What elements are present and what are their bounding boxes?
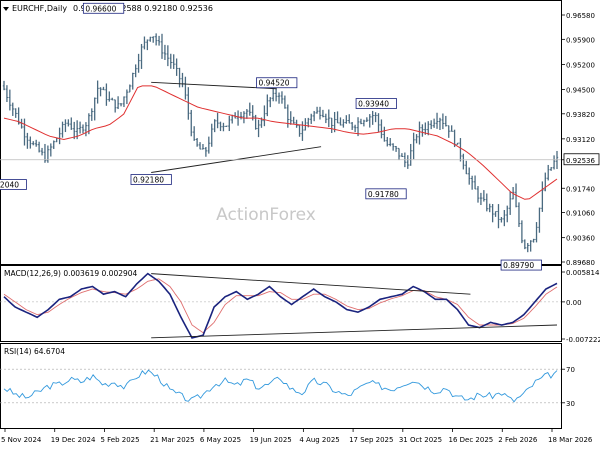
price-tick: 0.95200	[566, 61, 595, 69]
price-annotation-label: 0.89790	[503, 261, 534, 270]
macd-trendline	[151, 324, 558, 339]
macd-trendline	[151, 273, 471, 295]
price-annotation-box	[365, 188, 407, 200]
rsi-panel-frame	[0, 343, 562, 429]
rsi-plot	[0, 368, 561, 404]
rsi-line	[3, 369, 558, 403]
axes: 0.96580 0.95900 0.95200 0.94500 0.93820 0.931…	[1, 12, 600, 444]
price-annotation-box	[0, 179, 27, 190]
price-trendline	[151, 81, 277, 90]
price-tick: 0.89680	[566, 259, 595, 267]
x-tick-label: 19 Jun 2025	[250, 436, 292, 444]
x-tick-label: 17 Sep 2025	[349, 436, 393, 444]
price-tick: 0.91740	[566, 185, 595, 193]
price-panel-frame	[0, 0, 562, 265]
price-annotation-label: 0.93940	[358, 100, 389, 109]
price-tick: 0.90360	[566, 235, 595, 243]
price-annotation-box	[82, 2, 125, 14]
moving-average-line	[3, 85, 558, 200]
macd-line	[3, 272, 558, 339]
macd-tick: 0.00	[566, 299, 582, 307]
x-tick-label: 31 Oct 2025	[399, 436, 442, 444]
symbol-label: EURCHF,Daily	[12, 4, 67, 13]
price-tick: 0.91060	[566, 210, 595, 218]
rsi-tick: 30	[566, 400, 575, 408]
ohlc-values: 0.92375 0.92588 0.92180 0.92536	[73, 4, 213, 13]
price-annotation-box	[500, 259, 542, 271]
x-tick-label: 18 Mar 2026	[548, 436, 593, 444]
current-price-tick-box	[563, 153, 600, 166]
price-tick: 0.93820	[566, 111, 595, 119]
chart-header: EURCHF,Daily 0.92375 0.92588 0.92180 0.9…	[3, 4, 213, 13]
price-plot: 0.96600 0.92180 0.94520 0.93940 0.91780 0.897…	[0, 2, 561, 271]
price-tick: 0.94500	[566, 86, 595, 94]
price-annotation-label: 0.96600	[85, 4, 116, 13]
price-annotation-label: 0.91780	[368, 190, 399, 199]
price-annotation-box	[256, 77, 298, 89]
x-tick-label: 5 Feb 2025	[100, 436, 139, 444]
price-tick: 0.93120	[566, 136, 595, 144]
price-annotation-label: 0.92180	[133, 176, 164, 185]
price-annotation-box	[355, 98, 397, 109]
price-tick: 0.96580	[566, 12, 595, 20]
x-tick-label: 6 May 2025	[200, 436, 241, 444]
rsi-tick: 70	[566, 366, 575, 374]
macd-title: MACD(12,26,9) 0.003619 0.002904	[4, 269, 138, 278]
x-tick-label: 19 Dec 2024	[51, 436, 96, 444]
price-tick: 0.95900	[566, 36, 595, 44]
x-tick-label: 16 Dec 2025	[449, 436, 494, 444]
macd-tick: 0.005814	[566, 269, 600, 277]
price-annotation-box	[130, 174, 172, 185]
macd-tick: -0.007222	[566, 336, 600, 344]
macd-plot	[0, 272, 561, 339]
panel-frames	[0, 0, 562, 429]
collapse-triangle-icon[interactable]	[3, 7, 9, 11]
macd-signal-line	[3, 278, 558, 334]
x-tick-label: 4 Aug 2025	[299, 436, 339, 444]
price-annotation-label: 0.94520	[259, 79, 290, 88]
current-price-tick: 0.92536	[566, 157, 595, 165]
x-tick-label: 21 Mar 2025	[150, 436, 194, 444]
macd-panel-frame	[0, 265, 562, 342]
x-tick-label: 5 Nov 2024	[1, 436, 42, 444]
rsi-title: RSI(14) 64.6704	[4, 347, 65, 356]
price-annotation-label: 0.92040	[0, 181, 19, 190]
watermark: ActionForex	[216, 205, 316, 225]
x-tick-label: 2 Feb 2026	[498, 436, 538, 444]
